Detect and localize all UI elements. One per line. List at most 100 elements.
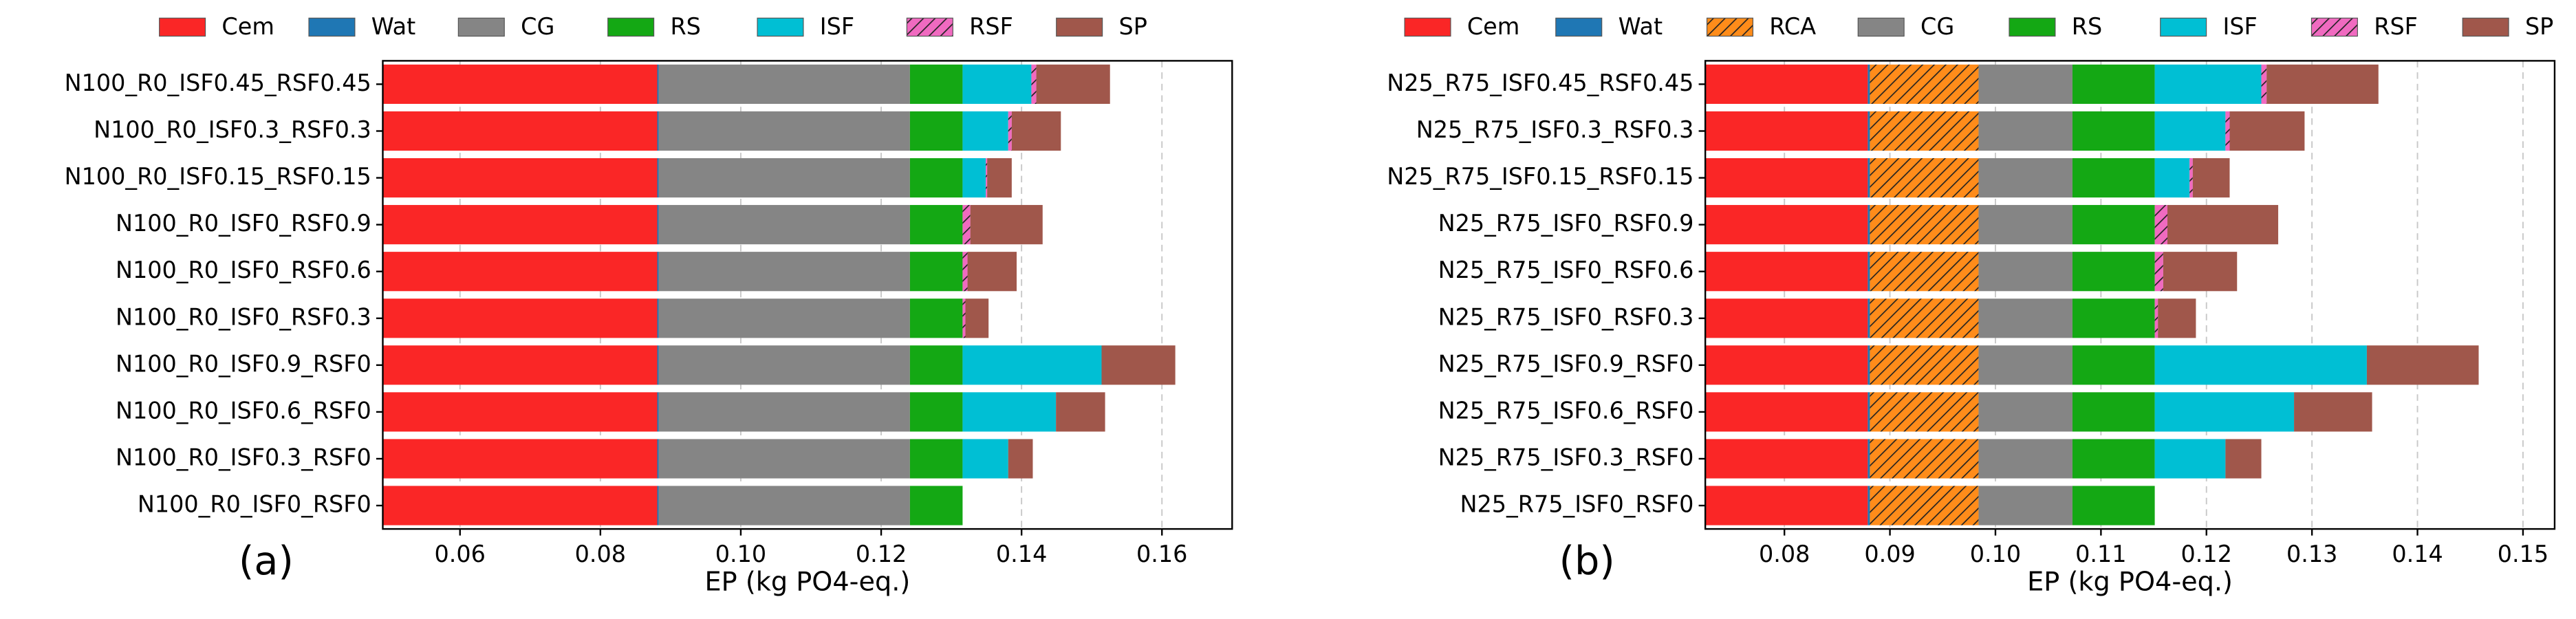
- x-tick-label: 0.12: [856, 541, 907, 567]
- legend-swatch: [1706, 17, 1754, 37]
- bar-segment: [2072, 439, 2155, 479]
- bar-segment: [1868, 158, 1870, 198]
- legend-swatch: [2310, 17, 2358, 37]
- bar-segment: [1978, 205, 2072, 245]
- bar-segment: [1978, 439, 2072, 479]
- bar-segment: [909, 439, 963, 479]
- x-tick-label: 0.08: [1759, 541, 1810, 567]
- bar-segment: [2154, 64, 2262, 105]
- bar-segment: [1978, 345, 2072, 385]
- bar-segment: [962, 345, 1102, 385]
- bar-segment: [2366, 345, 2479, 385]
- bar-segment: [657, 111, 659, 151]
- bar-segment: [2225, 111, 2230, 151]
- bar-segment: [1868, 486, 1870, 525]
- bar-segment: [382, 439, 658, 479]
- bar-segment: [2225, 439, 2262, 479]
- bar-segment: [2154, 252, 2163, 292]
- bar-segment: [2192, 158, 2230, 198]
- bar-segment: [382, 158, 658, 198]
- bar-segment: [2072, 205, 2155, 245]
- legend-swatch: [906, 17, 953, 37]
- bar-segment: [962, 252, 968, 292]
- bar-segment: [1978, 252, 2072, 292]
- bar-segment: [657, 252, 659, 292]
- legend-swatch: [1857, 17, 1905, 37]
- bar-segment: [2072, 345, 2155, 385]
- legend-label: Cem: [221, 13, 274, 40]
- y-tick-label: N100_R0_ISF0_RSF0.6: [116, 257, 371, 283]
- bar-segment: [2154, 111, 2226, 151]
- y-tick-label: N25_R75_ISF0_RSF0.3: [1438, 303, 1694, 330]
- x-tick-label: 0.09: [1864, 541, 1915, 567]
- bar-segment: [1705, 486, 1868, 525]
- bar-segment: [962, 64, 1032, 105]
- x-tick-label: 0.13: [2286, 541, 2337, 567]
- bar-segment: [2261, 64, 2267, 105]
- legend-label: RS: [2072, 13, 2102, 40]
- x-tick-label: 0.10: [715, 541, 766, 567]
- bar-segment: [909, 298, 963, 338]
- y-tick-label: N25_R75_ISF0.9_RSF0: [1438, 350, 1694, 377]
- bar-segment: [382, 298, 658, 338]
- bar-segment: [962, 111, 1008, 151]
- bar-segment: [909, 392, 963, 432]
- y-tick-label: N25_R75_ISF0_RSF0.6: [1438, 257, 1694, 283]
- x-tick-label: 0.10: [1970, 541, 2021, 567]
- y-tick-label: N25_R75_ISF0.3_RSF0: [1438, 444, 1694, 470]
- x-tick-label: 0.14: [2392, 541, 2443, 567]
- bar-segment: [1868, 111, 1870, 151]
- y-tick-label: N100_R0_ISF0.3_RSF0: [116, 444, 371, 470]
- bar-segment: [1705, 64, 1868, 105]
- x-tick-label: 0.06: [435, 541, 486, 567]
- bar-segment: [1705, 111, 1868, 151]
- legend-label: RSF: [969, 13, 1013, 40]
- bar-segment: [970, 205, 1043, 245]
- bar-segment: [658, 205, 910, 245]
- legend-label: RSF: [2374, 13, 2418, 40]
- bar-segment: [657, 298, 659, 338]
- bar-segment: [1705, 205, 1868, 245]
- bar-segment: [2158, 298, 2196, 338]
- bar-segment: [1870, 392, 1979, 432]
- y-tick-label: N100_R0_ISF0_RSF0.3: [116, 303, 371, 330]
- x-axis-label: EP (kg PO4-eq.): [705, 567, 911, 597]
- bar-segment: [657, 486, 659, 525]
- legend-label: ISF: [820, 13, 854, 40]
- bar-segment: [2266, 64, 2379, 105]
- legend-label: Wat: [371, 13, 416, 40]
- plot-frame: [382, 60, 1233, 530]
- bar-segment: [2072, 111, 2155, 151]
- bar-segment: [2072, 298, 2155, 338]
- bar-segment: [658, 392, 910, 432]
- y-tick-label: N100_R0_ISF0.15_RSF0.15: [65, 163, 371, 190]
- y-tick-label: N25_R75_ISF0_RSF0: [1460, 491, 1694, 518]
- bar-segment: [1978, 298, 2072, 338]
- bars: [1705, 64, 2479, 525]
- bar-segment: [1011, 111, 1061, 151]
- x-tick-label: 0.16: [1136, 541, 1187, 567]
- bar-segment: [1705, 345, 1868, 385]
- bar-segment: [657, 439, 659, 479]
- bar-segment: [1978, 392, 2072, 432]
- bar-segment: [962, 298, 966, 338]
- bar-segment: [1978, 158, 2072, 198]
- bar-segment: [2072, 158, 2155, 198]
- bar-segment: [2189, 158, 2193, 198]
- legend-swatch: [1056, 17, 1103, 37]
- legend-swatch: [308, 17, 356, 37]
- bar-segment: [657, 205, 659, 245]
- bar-segment: [1868, 298, 1870, 338]
- bar-segment: [1870, 64, 1979, 105]
- legend-label: SP: [1118, 13, 1147, 40]
- y-tick-label: N100_R0_ISF0.9_RSF0: [116, 350, 371, 377]
- bar-segment: [657, 158, 659, 198]
- bar-segment: [382, 392, 658, 432]
- bar-segment: [1705, 392, 1868, 432]
- y-tick-label: N25_R75_ISF0.45_RSF0.45: [1387, 69, 1693, 96]
- bar-segment: [2163, 252, 2238, 292]
- bar-segment: [382, 252, 658, 292]
- bar-segment: [1868, 205, 1870, 245]
- bar-segment: [1008, 439, 1033, 479]
